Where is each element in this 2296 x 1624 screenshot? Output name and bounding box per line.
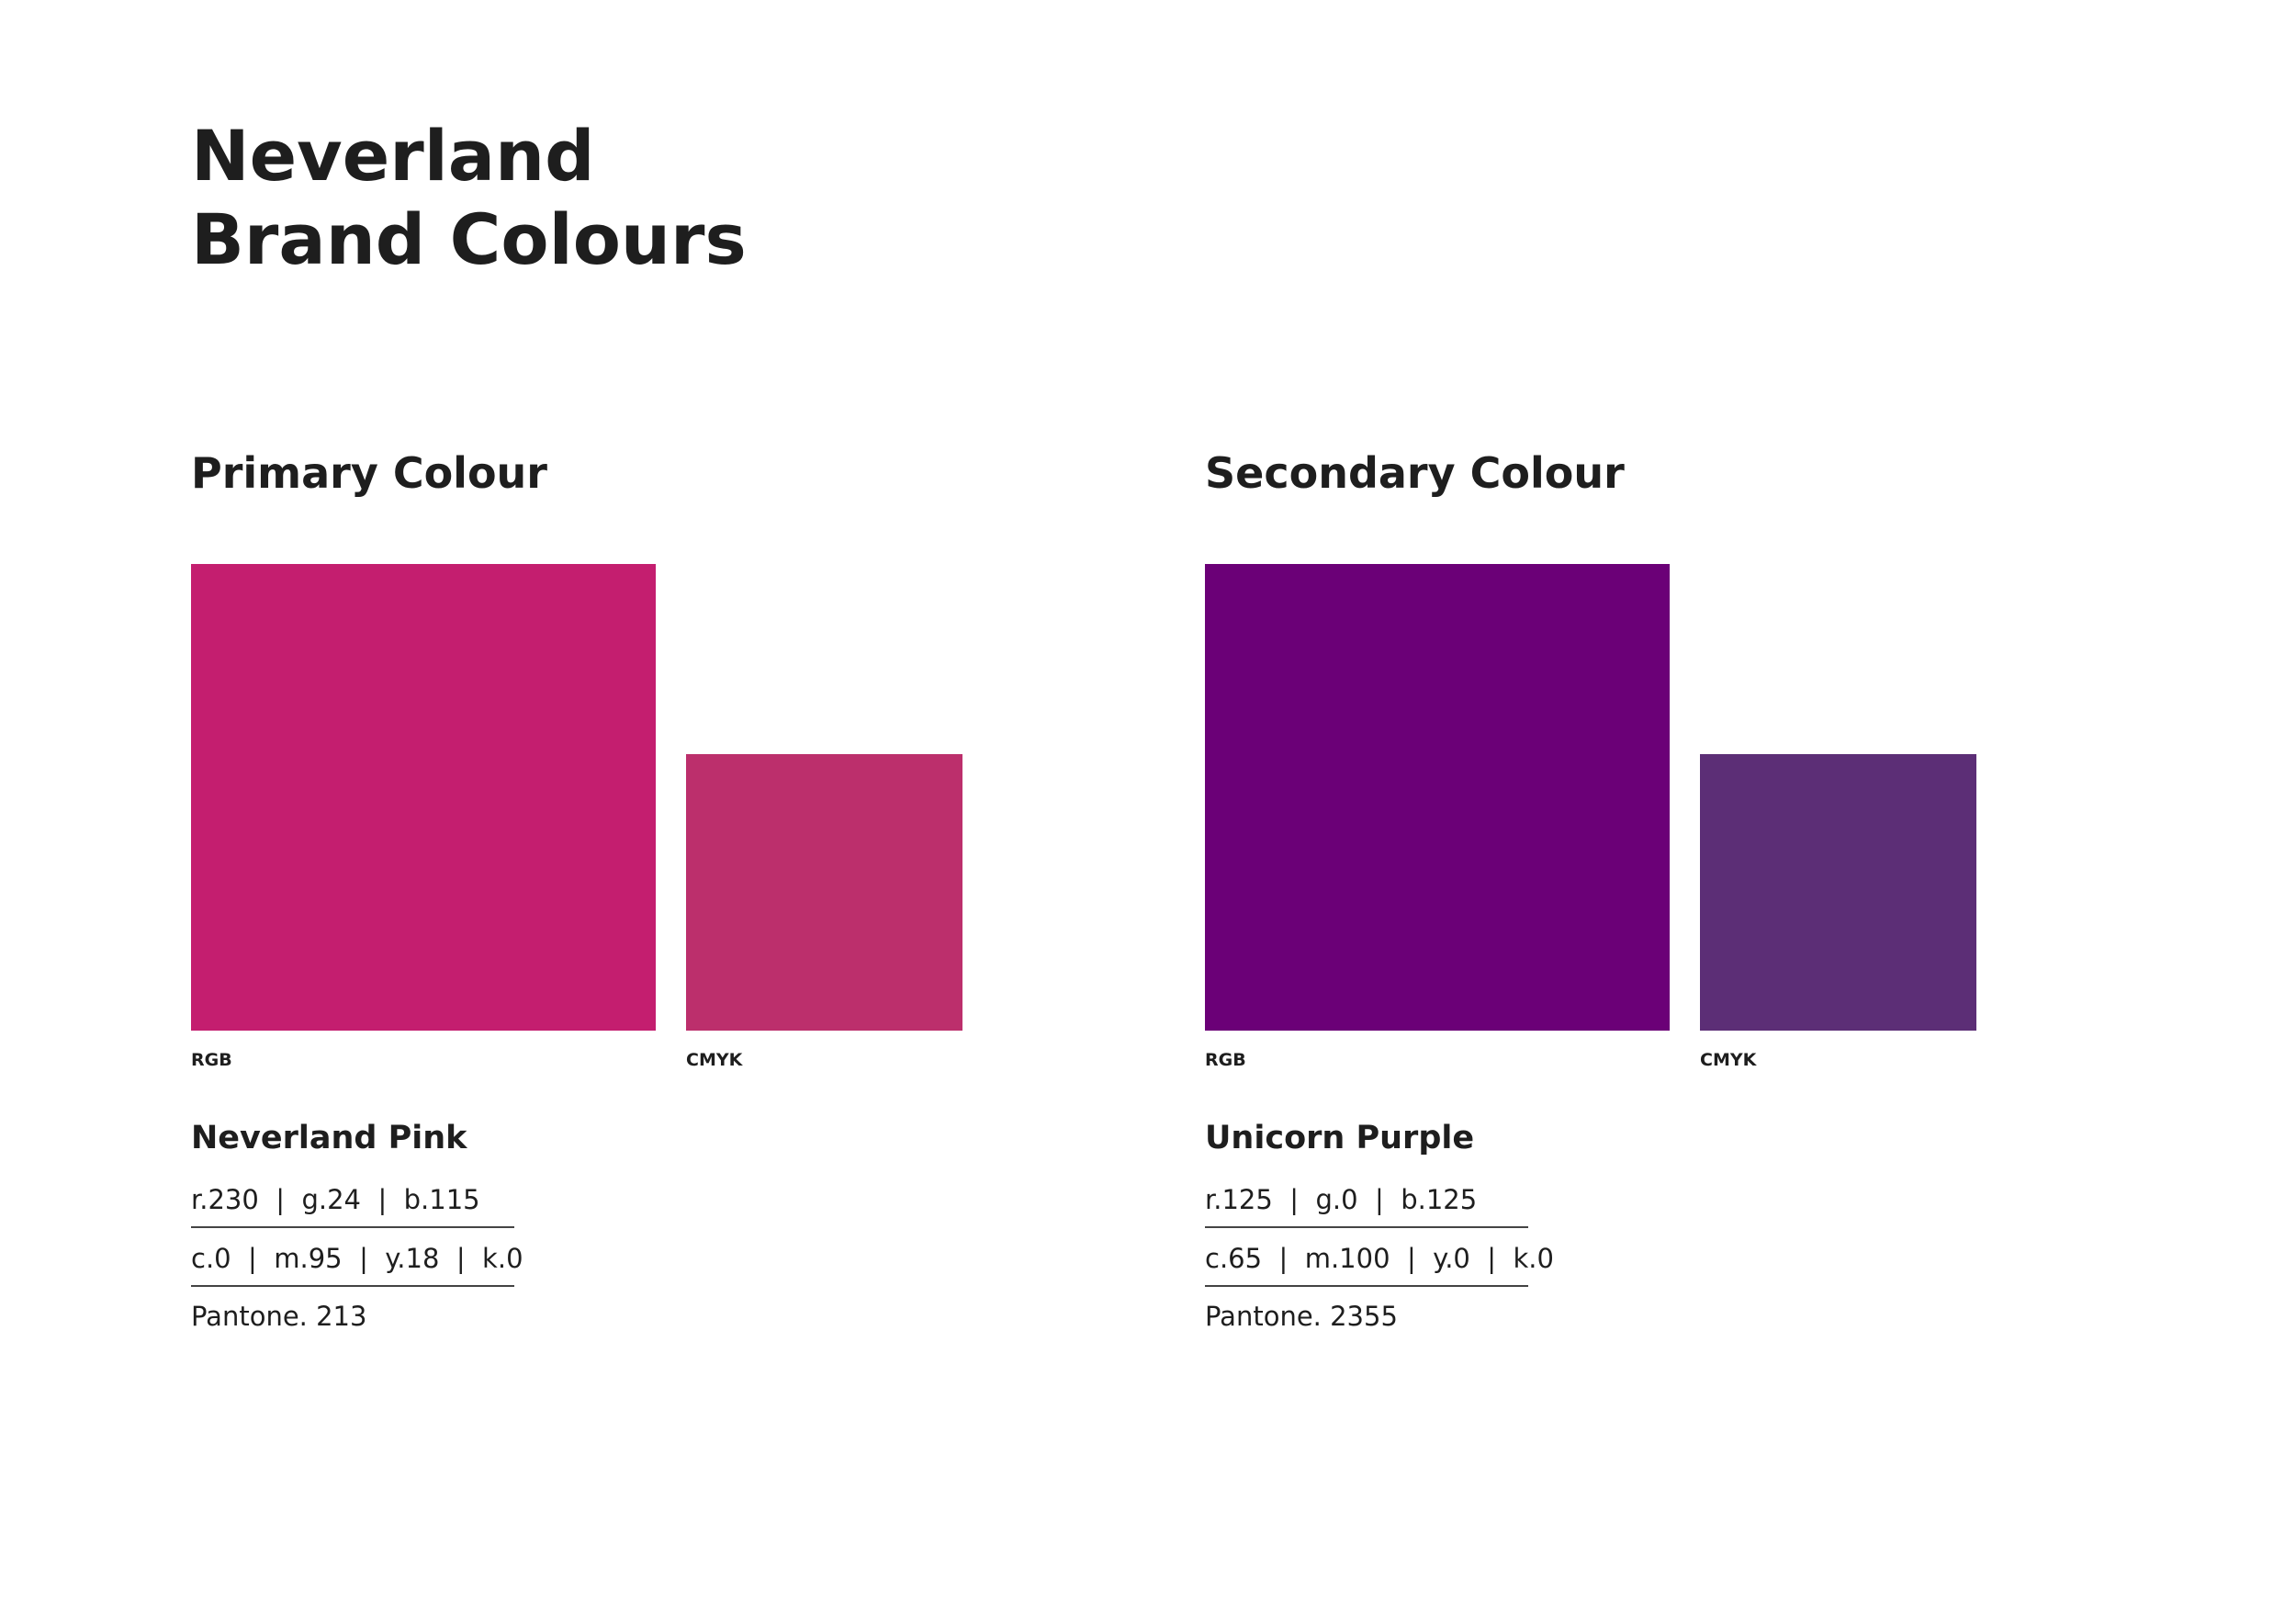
cmyk-swatch bbox=[1700, 754, 1976, 1031]
swatch-label: CMYK bbox=[1700, 1050, 1757, 1070]
section-heading: Primary Colour bbox=[191, 448, 547, 498]
pantone: Pantone. 213 bbox=[191, 1301, 367, 1332]
cmyk-swatch bbox=[686, 754, 962, 1031]
title: Brand Colours bbox=[191, 198, 747, 280]
swatch-label: RGB bbox=[1205, 1050, 1246, 1070]
divider bbox=[191, 1285, 514, 1287]
colour-name: Neverland Pink bbox=[191, 1120, 467, 1156]
cmyk-values: c.0 | m.95 | y.18 | k.0 bbox=[191, 1243, 523, 1274]
pantone: Pantone. 2355 bbox=[1205, 1301, 1398, 1332]
rgb-swatch bbox=[1205, 564, 1670, 1031]
rgb-values: r.125 | g.0 | b.125 bbox=[1205, 1184, 1478, 1215]
divider bbox=[1205, 1226, 1528, 1228]
swatch-label: CMYK bbox=[686, 1050, 743, 1070]
section-heading: Secondary Colour bbox=[1205, 448, 1625, 498]
swatch-label: RGB bbox=[191, 1050, 232, 1070]
cmyk-values: c.65 | m.100 | y.0 | k.0 bbox=[1205, 1243, 1554, 1274]
divider bbox=[191, 1226, 514, 1228]
title: Neverland bbox=[191, 115, 595, 197]
rgb-swatch bbox=[191, 564, 656, 1031]
divider bbox=[1205, 1285, 1528, 1287]
rgb-values: r.230 | g.24 | b.115 bbox=[191, 1184, 480, 1215]
colour-name: Unicorn Purple bbox=[1205, 1120, 1475, 1156]
